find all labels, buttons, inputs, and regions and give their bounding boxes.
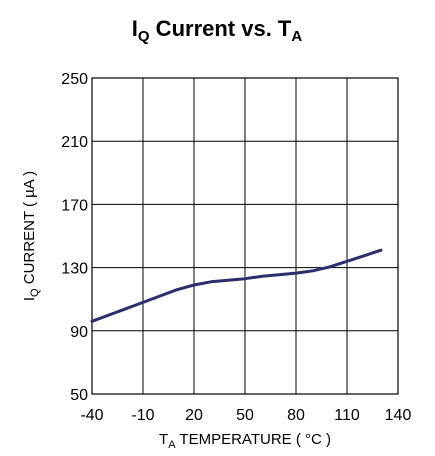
x-axis-label-sub: A bbox=[168, 439, 176, 451]
x-tick-label: -10 bbox=[131, 407, 154, 424]
y-tick-label: 250 bbox=[61, 71, 88, 88]
chart-title-sub: Q bbox=[138, 28, 150, 45]
x-tick-label: 110 bbox=[334, 407, 360, 424]
plot-frame bbox=[91, 77, 399, 395]
y-tick-labels: 50 90 130 170 210 250 bbox=[61, 71, 88, 404]
chart-title: IQ Current vs. TA bbox=[132, 16, 303, 45]
y-axis-label-sub: Q bbox=[29, 288, 41, 297]
x-tick-label: 50 bbox=[236, 407, 254, 424]
y-tick-label: 90 bbox=[70, 324, 88, 341]
x-tick-label: 140 bbox=[385, 407, 412, 424]
y-axis-label: IQ CURRENT ( µA ) bbox=[21, 171, 41, 301]
chart-title-mid: Current vs. T bbox=[150, 16, 292, 41]
y-tick-label: 170 bbox=[61, 197, 88, 214]
y-tick-label: 210 bbox=[61, 134, 88, 151]
y-axis-label-rest: CURRENT ( µA ) bbox=[21, 171, 38, 289]
x-tick-label: -40 bbox=[80, 407, 103, 424]
x-axis-label: TA TEMPERATURE ( °C ) bbox=[159, 431, 331, 451]
y-axis-label-main: I bbox=[21, 297, 38, 301]
x-axis-label-rest: TEMPERATURE ( °C ) bbox=[176, 431, 331, 448]
series-line bbox=[90, 248, 383, 323]
x-tick-label: 80 bbox=[287, 407, 305, 424]
grid bbox=[92, 78, 398, 394]
x-tick-label: 20 bbox=[185, 407, 203, 424]
y-tick-label: 50 bbox=[70, 387, 88, 404]
x-axis-label-main: T bbox=[159, 431, 168, 448]
x-tick-labels: -40 -10 20 50 80 110 140 bbox=[80, 407, 411, 424]
y-tick-label: 130 bbox=[61, 261, 88, 278]
chart-title-sub2: A bbox=[291, 28, 302, 45]
chart-title-main: I bbox=[132, 16, 138, 41]
